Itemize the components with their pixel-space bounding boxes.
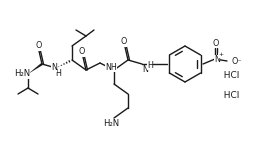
- Text: O⁻: O⁻: [232, 56, 243, 66]
- Text: N: N: [51, 63, 57, 71]
- Text: H: H: [147, 61, 153, 70]
- Text: +: +: [218, 53, 223, 58]
- Text: H: H: [55, 68, 61, 78]
- Text: HCl: HCl: [218, 92, 239, 100]
- Text: H₂N: H₂N: [103, 119, 119, 127]
- Text: N: N: [142, 66, 148, 75]
- Text: HCl: HCl: [218, 71, 239, 80]
- Text: N: N: [214, 54, 220, 63]
- Text: O: O: [121, 37, 127, 46]
- Text: O: O: [35, 41, 42, 51]
- Text: H₂N: H₂N: [14, 70, 30, 78]
- Text: NH: NH: [105, 63, 117, 71]
- Text: O: O: [213, 39, 219, 47]
- Text: O: O: [79, 47, 85, 56]
- Polygon shape: [28, 63, 43, 74]
